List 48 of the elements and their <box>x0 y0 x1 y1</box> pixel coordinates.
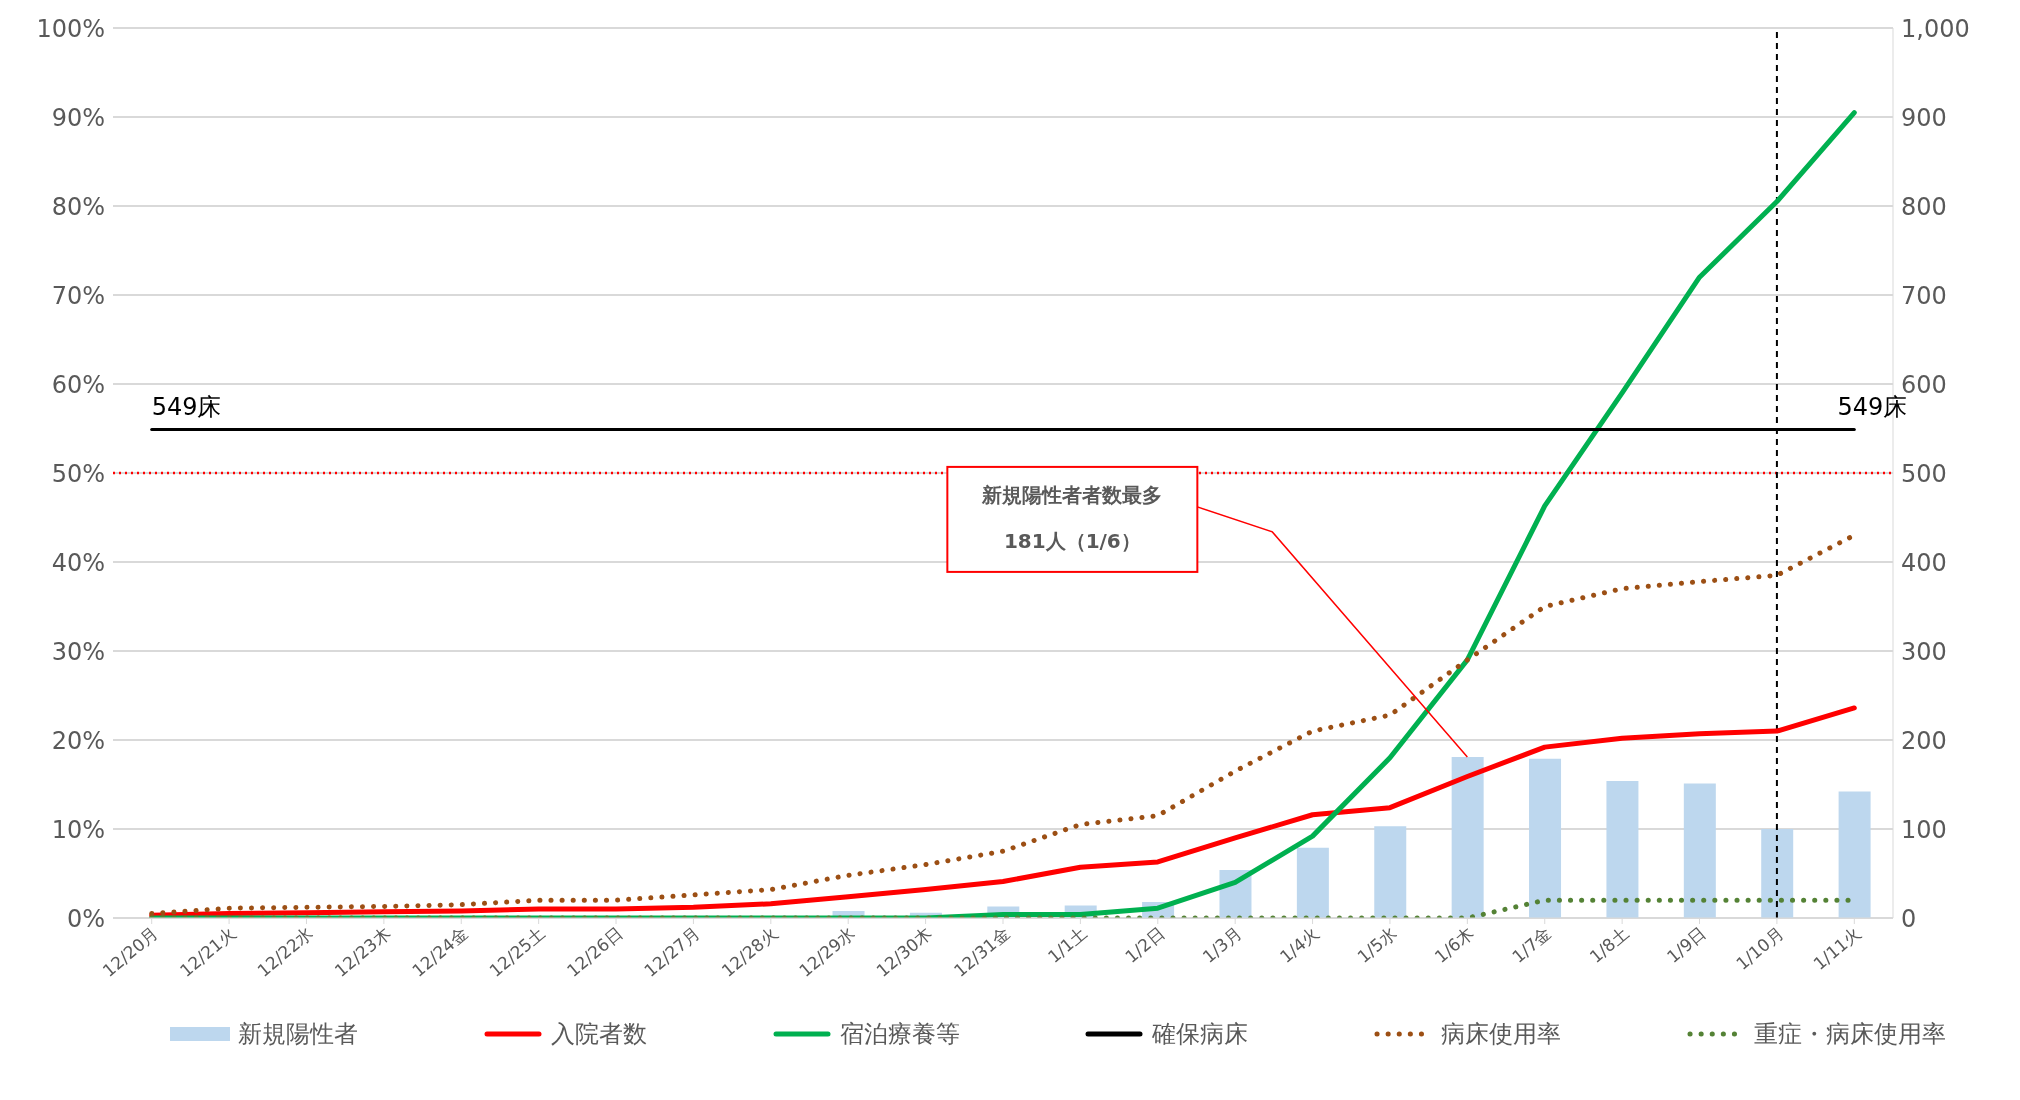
x-tick-label: 1/6木 <box>1430 922 1478 967</box>
annotation: 新規陽性者者数最多 181人（1/6） <box>981 482 1163 553</box>
y2-tick-label: 300 <box>1901 637 1947 666</box>
x-tick-label: 1/9日 <box>1663 922 1710 967</box>
bar <box>1683 783 1716 918</box>
annotation: 549床 <box>1837 393 1908 422</box>
y-tick-label: 60% <box>51 370 105 399</box>
y-tick-label: 70% <box>51 281 105 310</box>
y-tick-label: 30% <box>51 637 105 666</box>
y2-tick-label: 500 <box>1901 459 1947 488</box>
bar <box>1529 758 1562 918</box>
bar <box>1451 756 1484 918</box>
x-tick-label: 1/2日 <box>1121 922 1169 967</box>
y-tick-label: 0% <box>66 904 105 933</box>
y2-tick-label: 0 <box>1901 904 1917 933</box>
annotation: 549床 <box>151 393 222 422</box>
y-tick-label: 80% <box>51 192 105 221</box>
x-tick-label: 1/1土 <box>1043 922 1091 967</box>
y-tick-label: 90% <box>51 103 105 132</box>
bar <box>1761 829 1794 918</box>
y-tick-label: 10% <box>51 815 105 844</box>
legend-label: 宿泊療養等 <box>839 1019 960 1050</box>
x-tick-label: 1/3月 <box>1198 922 1246 967</box>
legend-label: 重症・病床使用率 <box>1753 1019 1946 1050</box>
y-tick-label: 100% <box>36 14 105 43</box>
legend-label: 新規陽性者 <box>238 1019 359 1050</box>
legend-label: 入院者数 <box>550 1019 647 1050</box>
x-tick-label: 1/5水 <box>1353 922 1401 967</box>
x-tick-label: 1/4火 <box>1276 922 1323 967</box>
y2-tick-label: 100 <box>1901 815 1947 844</box>
y-tick-label: 40% <box>51 548 105 577</box>
legend-label: 病床使用率 <box>1440 1019 1561 1050</box>
y2-tick-label: 700 <box>1901 281 1947 310</box>
bar <box>1838 791 1871 918</box>
x-tick-label: 1/8土 <box>1585 922 1633 967</box>
y2-tick-label: 400 <box>1901 548 1947 577</box>
bar <box>1606 780 1639 918</box>
y2-tick-label: 800 <box>1901 192 1947 221</box>
callout-box: 新規陽性者者数最多 181人（1/6） <box>946 465 1469 758</box>
y-tick-label: 20% <box>51 726 105 755</box>
x-tick-label: 1/7金 <box>1508 922 1556 967</box>
legend-label: 確保病床 <box>1152 1019 1249 1050</box>
y2-tick-label: 900 <box>1901 103 1947 132</box>
y2-tick-label: 1,000 <box>1901 14 1970 43</box>
bar <box>1374 826 1407 918</box>
bar <box>1296 847 1329 918</box>
y-tick-label: 50% <box>51 459 105 488</box>
y2-tick-label: 200 <box>1901 726 1947 755</box>
